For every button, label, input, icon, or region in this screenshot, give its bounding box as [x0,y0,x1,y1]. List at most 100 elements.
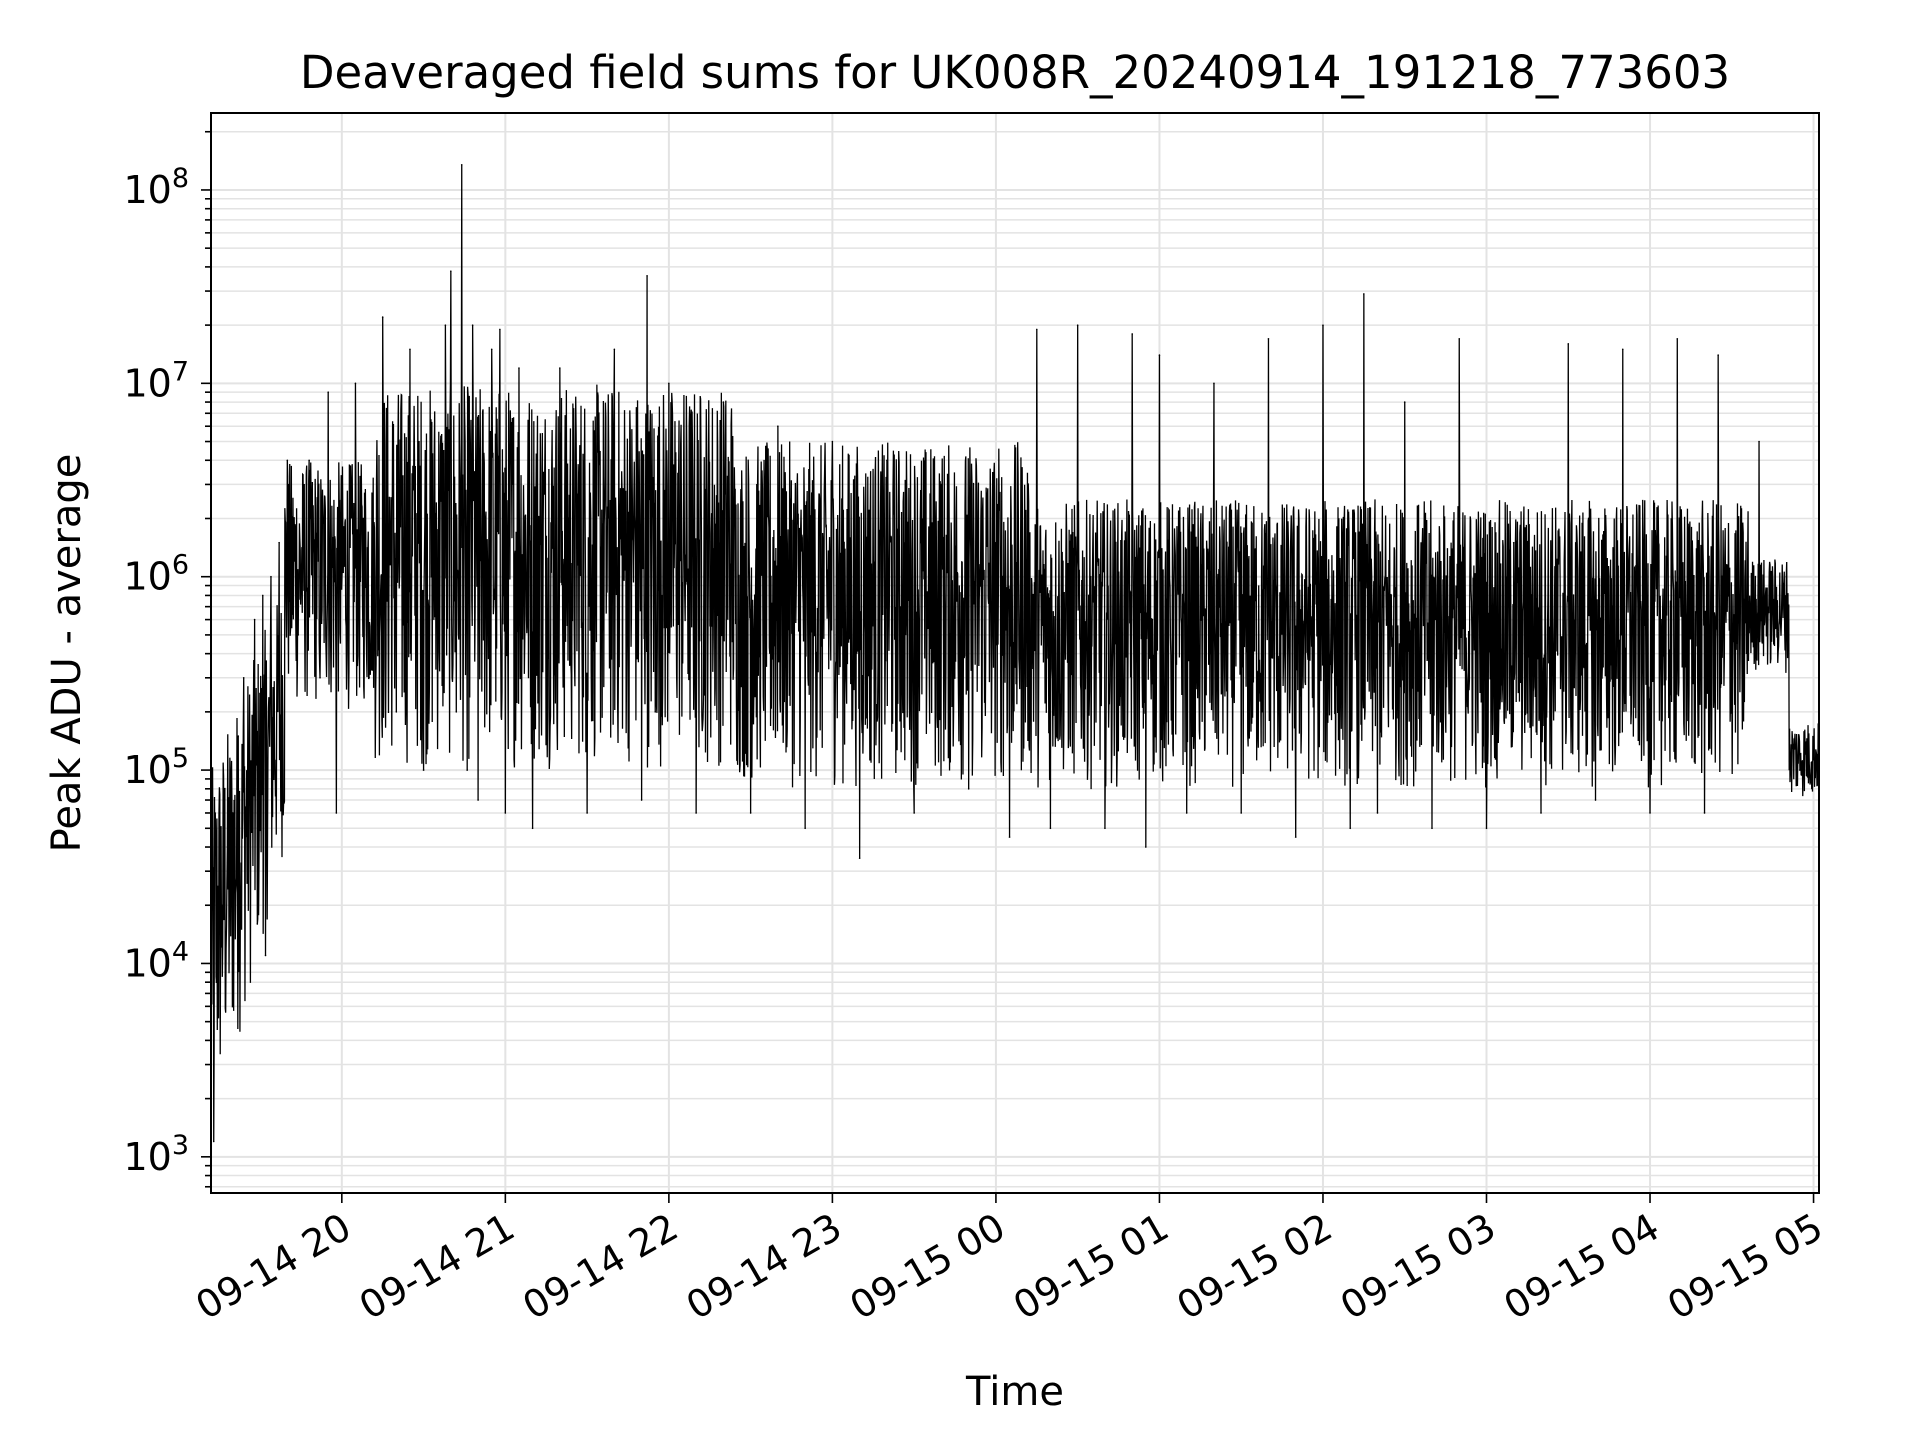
data-point [831,440,834,443]
y-axis-label: Peak ADU - average [44,454,90,853]
data-point [1008,836,1011,838]
data-point [995,541,997,544]
data-point [354,382,357,385]
y-axis-ticks: 103 104 105 106 107 108 [123,130,211,1188]
data-point [1758,440,1760,443]
data-point [518,367,520,369]
data-point [1785,575,1788,578]
data-point [1349,827,1352,830]
data-point [460,163,463,166]
y-tick-label: 108 [123,163,189,212]
data-point [1294,836,1297,838]
data-point [504,812,507,814]
data-point [490,348,493,351]
data-point [531,827,534,830]
data-point [1594,799,1597,801]
data-point [777,425,779,428]
data-point [1185,812,1188,814]
x-axis-label: Time [965,1369,1064,1415]
data-point [1730,677,1733,679]
data-point [1104,827,1106,830]
data-point [319,677,321,679]
data-point [1649,812,1651,814]
y-tick-label: 106 [123,550,189,599]
data-point [232,812,234,814]
data-point [1621,348,1624,351]
data-point [327,391,329,393]
data-point [444,324,447,326]
data-point [1540,812,1542,814]
data-point [749,812,752,814]
data-point [256,923,259,925]
data-point [286,459,289,462]
data-point [668,382,670,385]
data-point [1076,324,1079,326]
data-point [640,799,643,801]
data-point [381,316,384,318]
data-point [586,812,588,814]
y-tick-label: 105 [123,743,189,792]
data-point [1376,812,1379,814]
data-point [858,857,861,860]
data-point [1567,343,1570,345]
data-point [237,735,240,737]
data-point [466,769,468,771]
data-point [335,812,338,814]
series-line [210,164,1820,1142]
data-point [270,575,272,578]
data-point [242,677,245,679]
data-point [559,367,561,369]
y-tick-label: 103 [123,1130,189,1179]
data-point [1431,827,1433,830]
data-point [1267,337,1270,340]
data-point [646,274,648,277]
data-point [1703,812,1706,814]
data-point [455,711,458,713]
data-point [499,328,501,331]
data-point [967,788,970,790]
data-point [1145,846,1147,848]
data-point [248,769,250,771]
data-point [297,634,300,636]
data-point [613,348,616,351]
data-point [1676,337,1679,340]
data-point [261,594,264,597]
data-point [1158,354,1161,356]
data-point [1458,337,1461,340]
data-point [1485,827,1488,830]
data-point [1717,354,1719,356]
data-point [308,459,310,462]
y-tick-label: 104 [123,936,189,985]
data-point [1036,328,1038,331]
data-point [1512,541,1515,544]
data-point [212,1140,215,1143]
data-point [278,541,280,544]
chart-title: Deaveraged field sums for UK008R_2024091… [300,46,1730,99]
data-point [450,270,452,273]
data-point [695,812,697,814]
data-point [395,711,398,713]
data-point [1213,382,1215,385]
data-point [368,677,370,679]
data-point [940,483,943,486]
data-point [253,618,256,621]
data-point [1322,324,1324,326]
data-point [264,954,267,957]
data-point [409,348,411,351]
data-point [1363,293,1365,295]
data-point [422,769,425,771]
data-point [471,324,474,326]
data-point [226,846,229,848]
data-point [221,904,223,907]
data-point [654,711,657,713]
data-point [1131,333,1133,335]
data-point [215,981,218,983]
data-point [722,401,725,403]
data-point [886,459,888,462]
y-tick-label: 107 [123,356,189,405]
data-point [477,799,479,801]
data-point [1403,401,1406,403]
data-point [1240,812,1243,814]
data-point [804,827,806,830]
